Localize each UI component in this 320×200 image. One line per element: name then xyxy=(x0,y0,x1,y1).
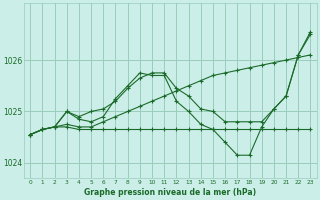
X-axis label: Graphe pression niveau de la mer (hPa): Graphe pression niveau de la mer (hPa) xyxy=(84,188,256,197)
